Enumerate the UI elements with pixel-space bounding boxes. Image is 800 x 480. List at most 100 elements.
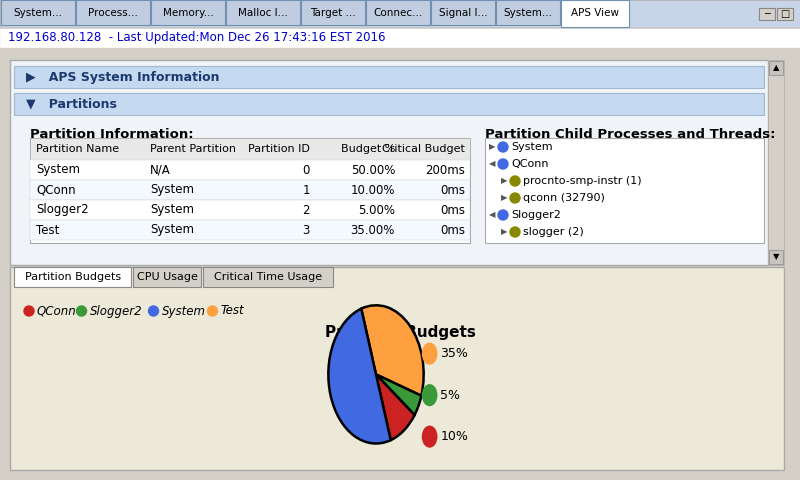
Text: Partition Child Processes and Threads:: Partition Child Processes and Threads: (485, 129, 775, 142)
Text: Critical Time Usage: Critical Time Usage (214, 272, 322, 282)
Text: CPU Usage: CPU Usage (137, 272, 198, 282)
Text: System: System (150, 224, 194, 237)
Bar (769, 61, 783, 75)
Text: 50.00%: 50.00% (350, 164, 395, 177)
Text: ▼   Partitions: ▼ Partitions (26, 97, 117, 110)
Text: Parent Partition: Parent Partition (150, 144, 236, 154)
Text: Target ...: Target ... (310, 9, 356, 19)
Bar (561, 0, 629, 27)
Circle shape (24, 306, 34, 316)
Text: Test: Test (36, 224, 59, 237)
Text: Slogger2: Slogger2 (511, 210, 561, 220)
Text: 10%: 10% (440, 430, 468, 443)
Bar (0, 27, 800, 47)
Circle shape (510, 227, 520, 237)
Text: System: System (36, 164, 80, 177)
Text: ─: ─ (764, 9, 770, 19)
Text: Partition Budgets: Partition Budgets (25, 272, 121, 282)
Text: 2: 2 (302, 204, 310, 216)
Bar (30, 138, 470, 243)
Circle shape (207, 306, 218, 316)
Bar (14, 66, 764, 88)
Text: 5.00%: 5.00% (358, 204, 395, 216)
Text: 1: 1 (302, 183, 310, 196)
Text: Connec...: Connec... (374, 9, 422, 19)
Text: Malloc I...: Malloc I... (238, 9, 288, 19)
Text: □: □ (780, 9, 790, 19)
Text: 192.168.80.128  - Last Updated:Mon Dec 26 17:43:16 EST 2016: 192.168.80.128 - Last Updated:Mon Dec 26… (8, 31, 386, 44)
Circle shape (498, 210, 508, 220)
Text: Partition ID: Partition ID (248, 144, 310, 154)
Text: Process...: Process... (88, 9, 138, 19)
Bar (76, 0, 150, 25)
Bar (226, 0, 300, 25)
Text: 3: 3 (302, 224, 310, 237)
Bar (759, 8, 775, 20)
Bar (777, 8, 793, 20)
Bar (1, 0, 75, 25)
Bar (485, 138, 764, 243)
Bar (769, 250, 783, 264)
Circle shape (498, 159, 508, 169)
Text: System: System (511, 142, 553, 152)
Text: 35%: 35% (440, 347, 468, 360)
Text: Slogger2: Slogger2 (90, 304, 142, 317)
Bar (30, 180, 470, 200)
Text: ▶   APS System Information: ▶ APS System Information (26, 71, 219, 84)
Text: ▶: ▶ (489, 143, 495, 152)
Bar (0, 0, 800, 27)
Text: Partition Name: Partition Name (36, 144, 119, 154)
Text: ◀: ◀ (489, 159, 495, 168)
Text: N/A: N/A (150, 164, 170, 177)
Bar (768, 60, 784, 265)
Circle shape (422, 343, 437, 364)
Bar (30, 220, 470, 240)
Text: 0ms: 0ms (440, 224, 465, 237)
Text: Test: Test (221, 304, 244, 317)
Text: ▲: ▲ (773, 63, 779, 72)
Bar (0, 27, 800, 28)
Text: Budget %: Budget % (341, 144, 395, 154)
Bar (496, 0, 560, 25)
Bar (134, 267, 202, 287)
Bar (366, 0, 430, 25)
Circle shape (149, 306, 158, 316)
Text: APS View: APS View (571, 9, 619, 19)
Text: ◀: ◀ (489, 211, 495, 219)
Wedge shape (376, 374, 414, 440)
Text: 0ms: 0ms (440, 183, 465, 196)
Circle shape (498, 142, 508, 152)
Bar (301, 0, 365, 25)
Text: System...: System... (503, 9, 553, 19)
Text: Memory...: Memory... (162, 9, 214, 19)
Bar (30, 138, 470, 160)
Bar (203, 267, 333, 287)
Circle shape (77, 306, 86, 316)
Wedge shape (328, 309, 390, 444)
Text: QConn: QConn (36, 183, 76, 196)
Bar (14, 267, 131, 287)
Text: System...: System... (14, 9, 62, 19)
Text: Signal I...: Signal I... (438, 9, 487, 19)
Text: 0ms: 0ms (440, 204, 465, 216)
Circle shape (422, 426, 437, 447)
Text: Partition Budgets: Partition Budgets (325, 324, 475, 339)
Bar (14, 93, 764, 115)
Text: ▼: ▼ (773, 252, 779, 262)
Text: qconn (32790): qconn (32790) (523, 193, 605, 203)
Bar (30, 200, 470, 220)
Circle shape (510, 176, 520, 186)
Circle shape (422, 385, 437, 406)
Text: Partition Information:: Partition Information: (30, 129, 194, 142)
Text: ▶: ▶ (501, 177, 507, 185)
Bar (431, 0, 495, 25)
Text: 200ms: 200ms (425, 164, 465, 177)
Text: slogger (2): slogger (2) (523, 227, 584, 237)
Text: ▶: ▶ (501, 228, 507, 237)
Bar (10, 60, 768, 265)
Text: 10.00%: 10.00% (350, 183, 395, 196)
Text: 0: 0 (302, 164, 310, 177)
Text: procnto-smp-instr (1): procnto-smp-instr (1) (523, 176, 642, 186)
Text: 35.00%: 35.00% (350, 224, 395, 237)
Text: Slogger2: Slogger2 (36, 204, 89, 216)
